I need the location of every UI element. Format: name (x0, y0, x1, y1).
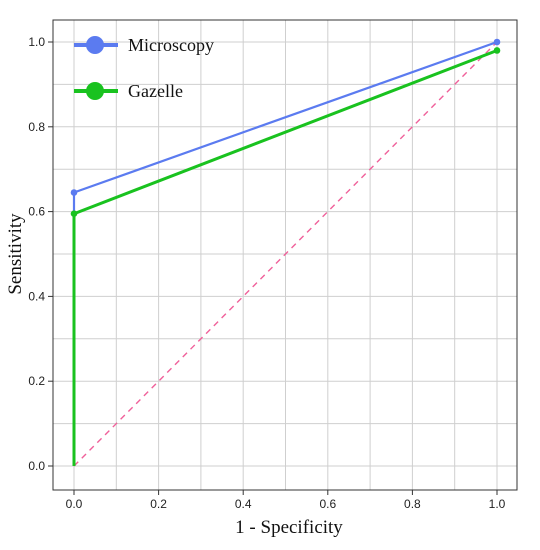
y-axis-title: Sensitivity (5, 213, 26, 295)
x-tick-label: 0.2 (150, 497, 167, 511)
legend-label-microscopy: Microscopy (128, 35, 214, 55)
reference-line (73, 41, 498, 467)
legend-label-gazelle: Gazelle (128, 81, 183, 101)
y-tick-label: 0.2 (28, 374, 45, 388)
x-axis-title: 1 - Specificity (235, 517, 343, 538)
y-tick-label: 0.6 (28, 205, 45, 219)
data-point-gazelle (70, 210, 78, 218)
data-point-gazelle (493, 47, 501, 54)
data-point-microscopy (493, 38, 501, 46)
x-tick-label: 1.0 (489, 497, 506, 511)
y-tick-label: 0.0 (28, 459, 45, 473)
reference-diagonal (73, 41, 498, 467)
legend-marker-microscopy (86, 36, 104, 54)
tick-labels: 0.0 0.2 0.4 0.6 0.8 1.0 0.0 0.2 0.4 0.6 0.8 1.0 (28, 35, 505, 511)
y-tick-label: 0.8 (28, 120, 45, 134)
legend-marker-gazelle (86, 82, 104, 100)
y-tick-label: 1.0 (28, 35, 45, 49)
plot-frame (52, 19, 518, 491)
y-tick-label: 0.4 (28, 289, 45, 303)
x-tick-label: 0.0 (66, 497, 83, 511)
series-lines (70, 38, 501, 466)
x-tick-label: 0.8 (404, 497, 421, 511)
x-tick-label: 0.4 (235, 497, 252, 511)
legend: Microscopy Gazelle (74, 35, 214, 101)
grid (53, 20, 517, 490)
x-tick-label: 0.6 (319, 497, 336, 511)
data-point-microscopy (70, 189, 78, 196)
